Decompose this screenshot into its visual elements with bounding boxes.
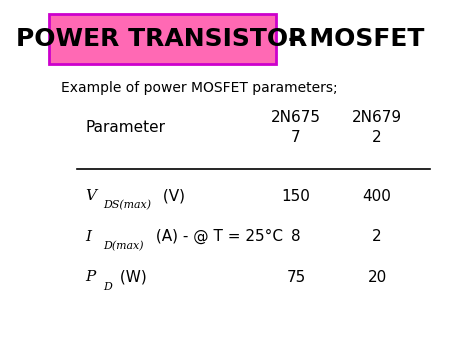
Text: D: D — [104, 282, 112, 292]
Text: (A) - @ T = 25°C: (A) - @ T = 25°C — [151, 229, 283, 244]
Text: DS(max): DS(max) — [104, 200, 151, 211]
Text: 7: 7 — [291, 130, 301, 145]
Text: – MOSFET: – MOSFET — [288, 27, 424, 51]
Text: 2: 2 — [372, 130, 382, 145]
Text: I: I — [85, 230, 91, 244]
Text: 2N679: 2N679 — [352, 110, 402, 125]
Text: 400: 400 — [363, 189, 392, 203]
Text: 75: 75 — [286, 270, 306, 285]
Text: Example of power MOSFET parameters;: Example of power MOSFET parameters; — [61, 81, 338, 95]
Text: (W): (W) — [115, 270, 146, 285]
Text: D(max): D(max) — [104, 241, 144, 251]
Text: (V): (V) — [158, 189, 185, 203]
FancyBboxPatch shape — [49, 14, 276, 64]
Text: Parameter: Parameter — [85, 120, 165, 135]
Text: 2N675: 2N675 — [271, 110, 321, 125]
Text: 8: 8 — [291, 229, 301, 244]
Text: 20: 20 — [367, 270, 387, 285]
Text: 2: 2 — [372, 229, 382, 244]
Text: POWER TRANSISTOR: POWER TRANSISTOR — [17, 27, 308, 51]
Text: P: P — [85, 270, 95, 284]
Text: V: V — [85, 189, 96, 203]
Text: 150: 150 — [282, 189, 310, 203]
